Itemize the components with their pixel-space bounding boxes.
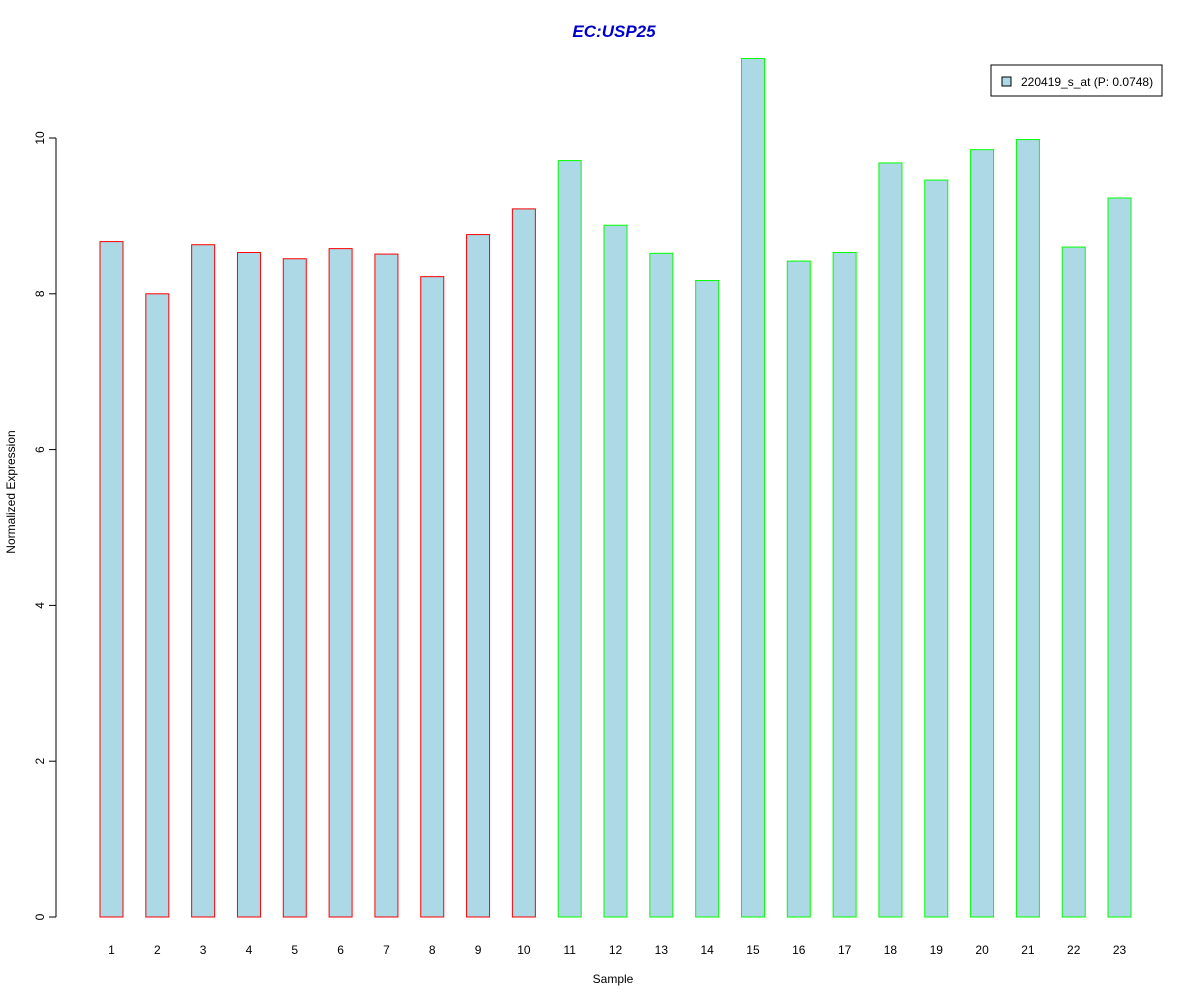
bar-sample-10 <box>511 208 536 918</box>
bar-sample-15 <box>740 58 765 918</box>
x-tick-label: 11 <box>563 943 576 957</box>
x-tick-label: 13 <box>655 943 669 957</box>
x-tick-label: 1 <box>108 943 115 957</box>
x-tick-label: 22 <box>1067 943 1081 957</box>
bar-sample-9 <box>466 234 491 918</box>
bar-sample-11 <box>557 160 582 918</box>
y-tick-label: 10 <box>33 131 47 145</box>
bar-sample-20 <box>970 149 995 918</box>
bar-sample-17 <box>832 252 857 918</box>
legend: 220419_s_at (P: 0.0748) <box>990 64 1163 97</box>
bars-group <box>99 58 1132 918</box>
x-tick-label: 20 <box>975 943 989 957</box>
bar-sample-3 <box>191 244 216 918</box>
legend-swatch <box>1001 76 1012 87</box>
x-tick-label: 16 <box>792 943 806 957</box>
x-tick-label: 23 <box>1113 943 1127 957</box>
y-axis-title: Normalized Expression <box>4 430 18 553</box>
bar-sample-2 <box>145 293 170 918</box>
x-tick-label: 17 <box>838 943 852 957</box>
bar-sample-8 <box>420 276 445 918</box>
y-axis: 0 2 4 6 8 10 <box>33 131 56 920</box>
y-tick-label: 4 <box>33 602 47 609</box>
x-tick-label: 12 <box>609 943 623 957</box>
x-tick-label: 6 <box>337 943 344 957</box>
bar-sample-14 <box>695 280 720 918</box>
x-tick-label: 4 <box>246 943 253 957</box>
bar-sample-7 <box>374 253 399 918</box>
x-tick-label: 5 <box>291 943 298 957</box>
chart-title: EC:USP25 <box>572 22 656 41</box>
x-tick-label: 14 <box>700 943 714 957</box>
legend-box <box>990 64 1163 97</box>
legend-label: 220419_s_at (P: 0.0748) <box>1021 75 1153 89</box>
y-tick-label: 8 <box>33 290 47 297</box>
bar-sample-12 <box>603 224 628 918</box>
y-tick-label: 6 <box>33 446 47 453</box>
bar-sample-1 <box>99 241 124 918</box>
x-tick-label: 7 <box>383 943 390 957</box>
y-tick-label: 2 <box>33 758 47 765</box>
bar-sample-23 <box>1107 197 1132 918</box>
bar-sample-16 <box>786 260 811 918</box>
x-tick-label: 15 <box>746 943 760 957</box>
x-axis-labels: 1 2 3 4 5 6 7 8 9 10 11 12 13 14 15 16 17 18 19 20 21 22 23 <box>108 943 1126 957</box>
bar-sample-13 <box>649 252 674 918</box>
x-tick-label: 19 <box>930 943 944 957</box>
bar-sample-18 <box>878 162 903 918</box>
x-tick-label: 2 <box>154 943 161 957</box>
bar-sample-21 <box>1015 139 1040 918</box>
x-axis-title: Sample <box>593 972 634 986</box>
x-tick-label: 3 <box>200 943 207 957</box>
y-tick-label: 0 <box>33 913 47 920</box>
x-tick-label: 10 <box>517 943 531 957</box>
x-tick-label: 9 <box>475 943 482 957</box>
x-tick-label: 8 <box>429 943 436 957</box>
bar-sample-4 <box>236 252 261 918</box>
x-tick-label: 18 <box>884 943 898 957</box>
bar-sample-19 <box>924 179 949 918</box>
bar-sample-5 <box>282 258 307 918</box>
x-tick-label: 21 <box>1021 943 1035 957</box>
bar-sample-6 <box>328 248 353 918</box>
bar-sample-22 <box>1061 246 1086 918</box>
